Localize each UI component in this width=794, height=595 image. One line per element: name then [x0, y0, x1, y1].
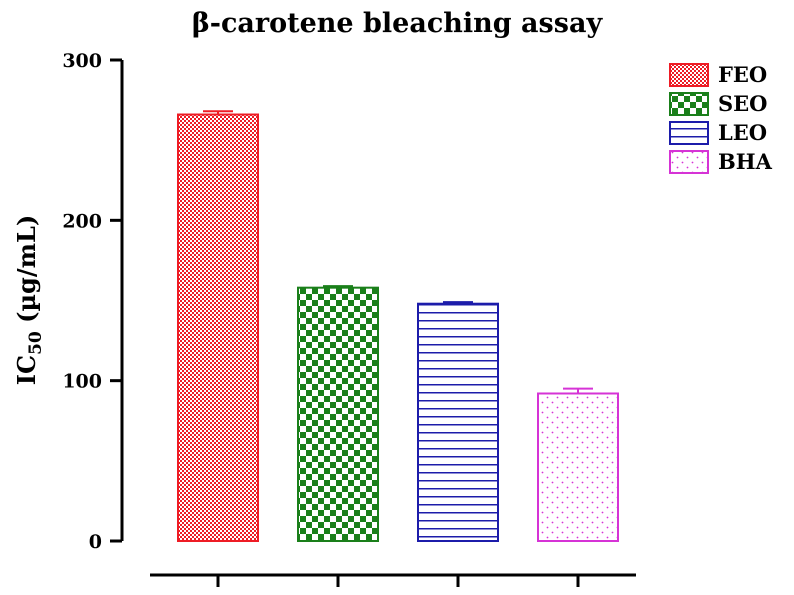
y-tick-label: 0 [89, 531, 102, 553]
legend-swatch-leo [669, 121, 709, 145]
legend-swatch-bha [669, 150, 709, 174]
y-axis-label: IC50 (µg/mL) [12, 215, 46, 385]
bar-seo [297, 286, 379, 542]
plot-area: 0 100 200 300 FEO SEO LEO BHA [62, 50, 773, 587]
legend-swatch-seo [669, 92, 709, 116]
y-tick-label: 200 [62, 210, 102, 232]
bar-bha [537, 392, 619, 543]
legend-label-leo: LEO [718, 120, 767, 145]
bar-feo [177, 113, 259, 542]
y-axis-label-main: IC [12, 355, 41, 385]
legend-label-bha: BHA [718, 149, 773, 174]
y-tick-label: 100 [62, 371, 102, 393]
y-axis-label-units: (µg/mL) [12, 215, 41, 331]
y-axis-label-subscript: 50 [26, 331, 46, 355]
legend-label-seo: SEO [718, 91, 767, 116]
legend-label-feo: FEO [718, 62, 767, 87]
chart-title: β-carotene bleaching assay [192, 8, 604, 39]
bar-leo [417, 302, 499, 542]
legend-swatch-feo [669, 63, 709, 87]
svg-text:IC50 (µg/mL): IC50 (µg/mL) [12, 215, 46, 385]
y-tick-label: 300 [62, 50, 102, 72]
